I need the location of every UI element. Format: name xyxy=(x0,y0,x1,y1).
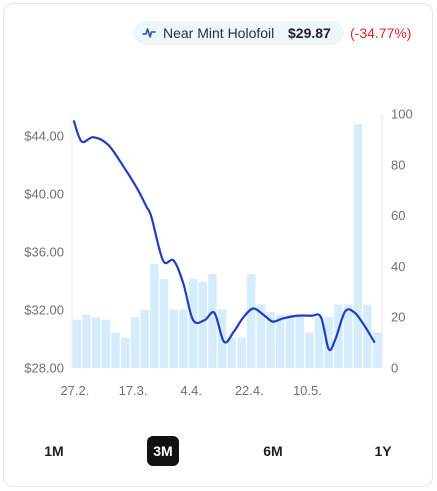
condition-label: Near Mint Holofoil xyxy=(163,25,275,41)
volume-bar xyxy=(314,317,324,368)
left-axis-tick-label: $28.00 xyxy=(24,361,64,376)
right-axis-tick-label: 100 xyxy=(391,107,413,122)
volume-bar xyxy=(227,337,237,368)
left-axis-tick-label: $32.00 xyxy=(24,302,64,317)
right-axis-tick-label: 0 xyxy=(391,361,398,376)
volume-bar xyxy=(285,314,295,368)
volume-bar xyxy=(295,314,304,368)
volume-bar xyxy=(159,279,169,368)
volume-bar xyxy=(372,332,382,368)
volume-bar xyxy=(324,317,333,368)
volume-bar xyxy=(256,304,266,368)
right-axis-tick-label: 80 xyxy=(391,157,405,172)
volume-bar xyxy=(343,304,353,368)
line-chart-icon xyxy=(142,28,156,38)
x-axis-tick-label: 27.2. xyxy=(60,383,89,398)
volume-bar xyxy=(91,317,101,368)
left-axis-tick-label: $36.00 xyxy=(24,244,64,259)
right-axis-tick-label: 60 xyxy=(391,208,405,223)
volume-bar xyxy=(111,332,120,368)
right-axis-tick-label: 40 xyxy=(391,259,405,274)
volume-bar xyxy=(140,309,149,368)
left-axis-ticks: $44.00 $40.00 $36.00 $32.00 $28.00 xyxy=(24,128,64,375)
range-button-3m[interactable]: 3M xyxy=(147,436,179,466)
volume-bar xyxy=(334,304,343,368)
volume-bar xyxy=(130,317,140,368)
volume-bar xyxy=(246,274,256,368)
volume-bar xyxy=(188,279,198,368)
volume-bar xyxy=(198,281,208,368)
volume-bar xyxy=(121,337,130,368)
volume-bar xyxy=(82,314,91,368)
x-axis-tick-label: 10.5. xyxy=(293,383,322,398)
range-button-1y[interactable]: 1Y xyxy=(374,443,392,459)
price-line-layer xyxy=(72,120,376,352)
volume-bar xyxy=(276,314,285,368)
volume-bar xyxy=(169,309,178,368)
price-change-percent: (-34.77%) xyxy=(350,25,412,41)
x-axis-ticks: 27.2. 17.3. 4.4. 22.4. 10.5. xyxy=(60,383,321,398)
volume-bar xyxy=(179,309,188,368)
volume-bar xyxy=(72,319,82,368)
x-axis-tick-label: 22.4. xyxy=(235,383,264,398)
right-axis-ticks: 100 80 60 40 20 0 xyxy=(391,107,413,376)
volume-bar xyxy=(237,337,246,368)
range-button-1m[interactable]: 1M xyxy=(44,443,64,459)
volume-bar xyxy=(101,319,111,368)
volume-bar xyxy=(150,263,159,368)
volume-bar xyxy=(353,124,363,368)
price-summary-pill xyxy=(134,21,344,45)
current-price: $29.87 xyxy=(288,25,331,41)
x-axis-tick-label: 4.4. xyxy=(180,383,202,398)
range-button-6m[interactable]: 6M xyxy=(263,443,283,459)
volume-bars xyxy=(72,124,382,368)
left-axis-tick-label: $40.00 xyxy=(24,186,64,201)
volume-bar xyxy=(266,312,275,368)
right-axis-tick-label: 20 xyxy=(391,310,405,325)
left-axis-tick-label: $44.00 xyxy=(24,128,64,143)
x-axis-tick-label: 17.3. xyxy=(119,383,148,398)
volume-bar xyxy=(305,332,314,368)
volume-bar xyxy=(208,274,217,368)
price-line xyxy=(72,120,376,352)
volume-bar xyxy=(363,304,372,368)
